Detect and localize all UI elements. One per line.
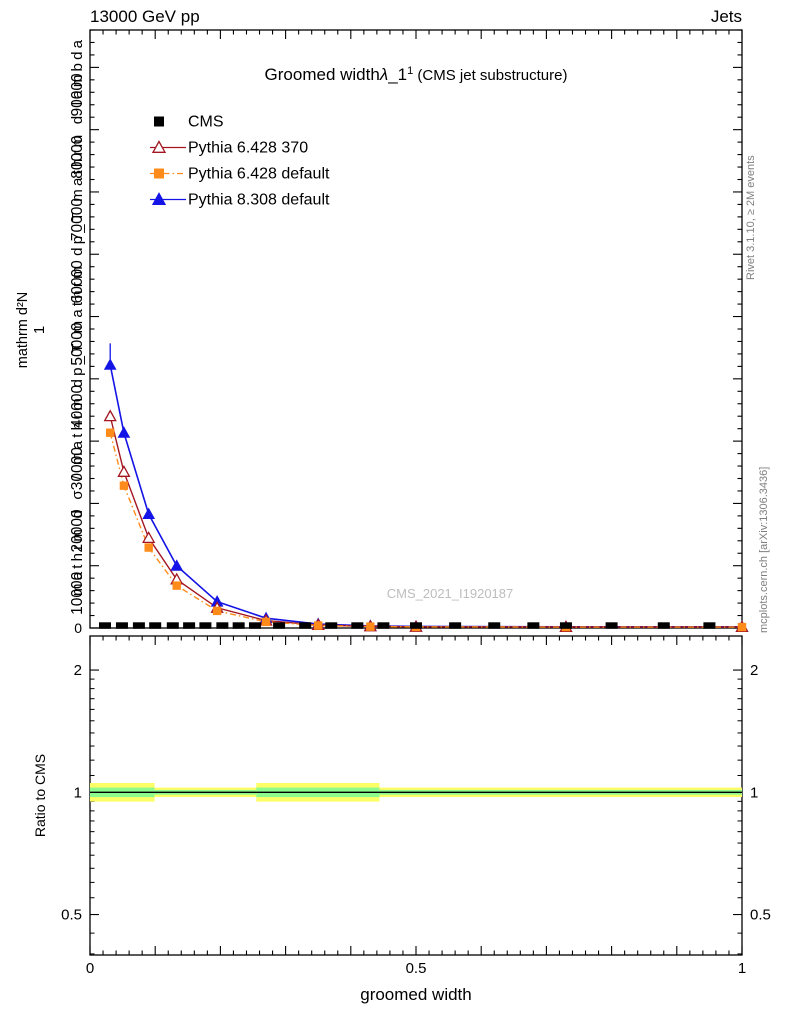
svg-text:Rivet 3.1.10, ≥ 2M events: Rivet 3.1.10, ≥ 2M events xyxy=(745,155,757,280)
svg-text:Jets: Jets xyxy=(711,7,742,26)
svg-text:1: 1 xyxy=(31,326,48,334)
svg-text:0.5: 0.5 xyxy=(61,907,82,924)
svg-text:mathrm d²N: mathrm d²N xyxy=(15,292,31,369)
svg-text:1: 1 xyxy=(74,784,82,801)
svg-text:2: 2 xyxy=(750,662,758,679)
svg-text:mcplots.cern.ch [arXiv:1306.34: mcplots.cern.ch [arXiv:1306.3436] xyxy=(758,467,770,633)
svg-text:CMS: CMS xyxy=(188,114,224,131)
svg-text:1: 1 xyxy=(738,960,746,977)
svg-text:mathrm d σ / mathrm dp_T mathr: mathrm d σ / mathrm dp_T mathrm dp_T mat… xyxy=(69,39,86,596)
svg-text:CMS_2021_I1920187: CMS_2021_I1920187 xyxy=(387,586,514,601)
svg-text:13000 GeV pp: 13000 GeV pp xyxy=(90,7,200,26)
svg-text:Pythia 6.428 default: Pythia 6.428 default xyxy=(188,166,330,183)
svg-text:0: 0 xyxy=(74,620,82,636)
svg-text:Groomed widthλ_11 (CMS jet sub: Groomed widthλ_11 (CMS jet substructure) xyxy=(265,65,568,84)
svg-text:Ratio to CMS: Ratio to CMS xyxy=(32,754,48,837)
svg-text:Pythia 6.428 370: Pythia 6.428 370 xyxy=(188,140,308,157)
svg-text:groomed width: groomed width xyxy=(360,985,472,1004)
svg-text:2: 2 xyxy=(74,662,82,679)
svg-text:1: 1 xyxy=(750,784,758,801)
svg-text:0: 0 xyxy=(86,960,94,977)
svg-text:Pythia 8.308 default: Pythia 8.308 default xyxy=(188,192,330,209)
svg-text:0.5: 0.5 xyxy=(406,960,427,977)
svg-text:0.5: 0.5 xyxy=(750,907,771,924)
